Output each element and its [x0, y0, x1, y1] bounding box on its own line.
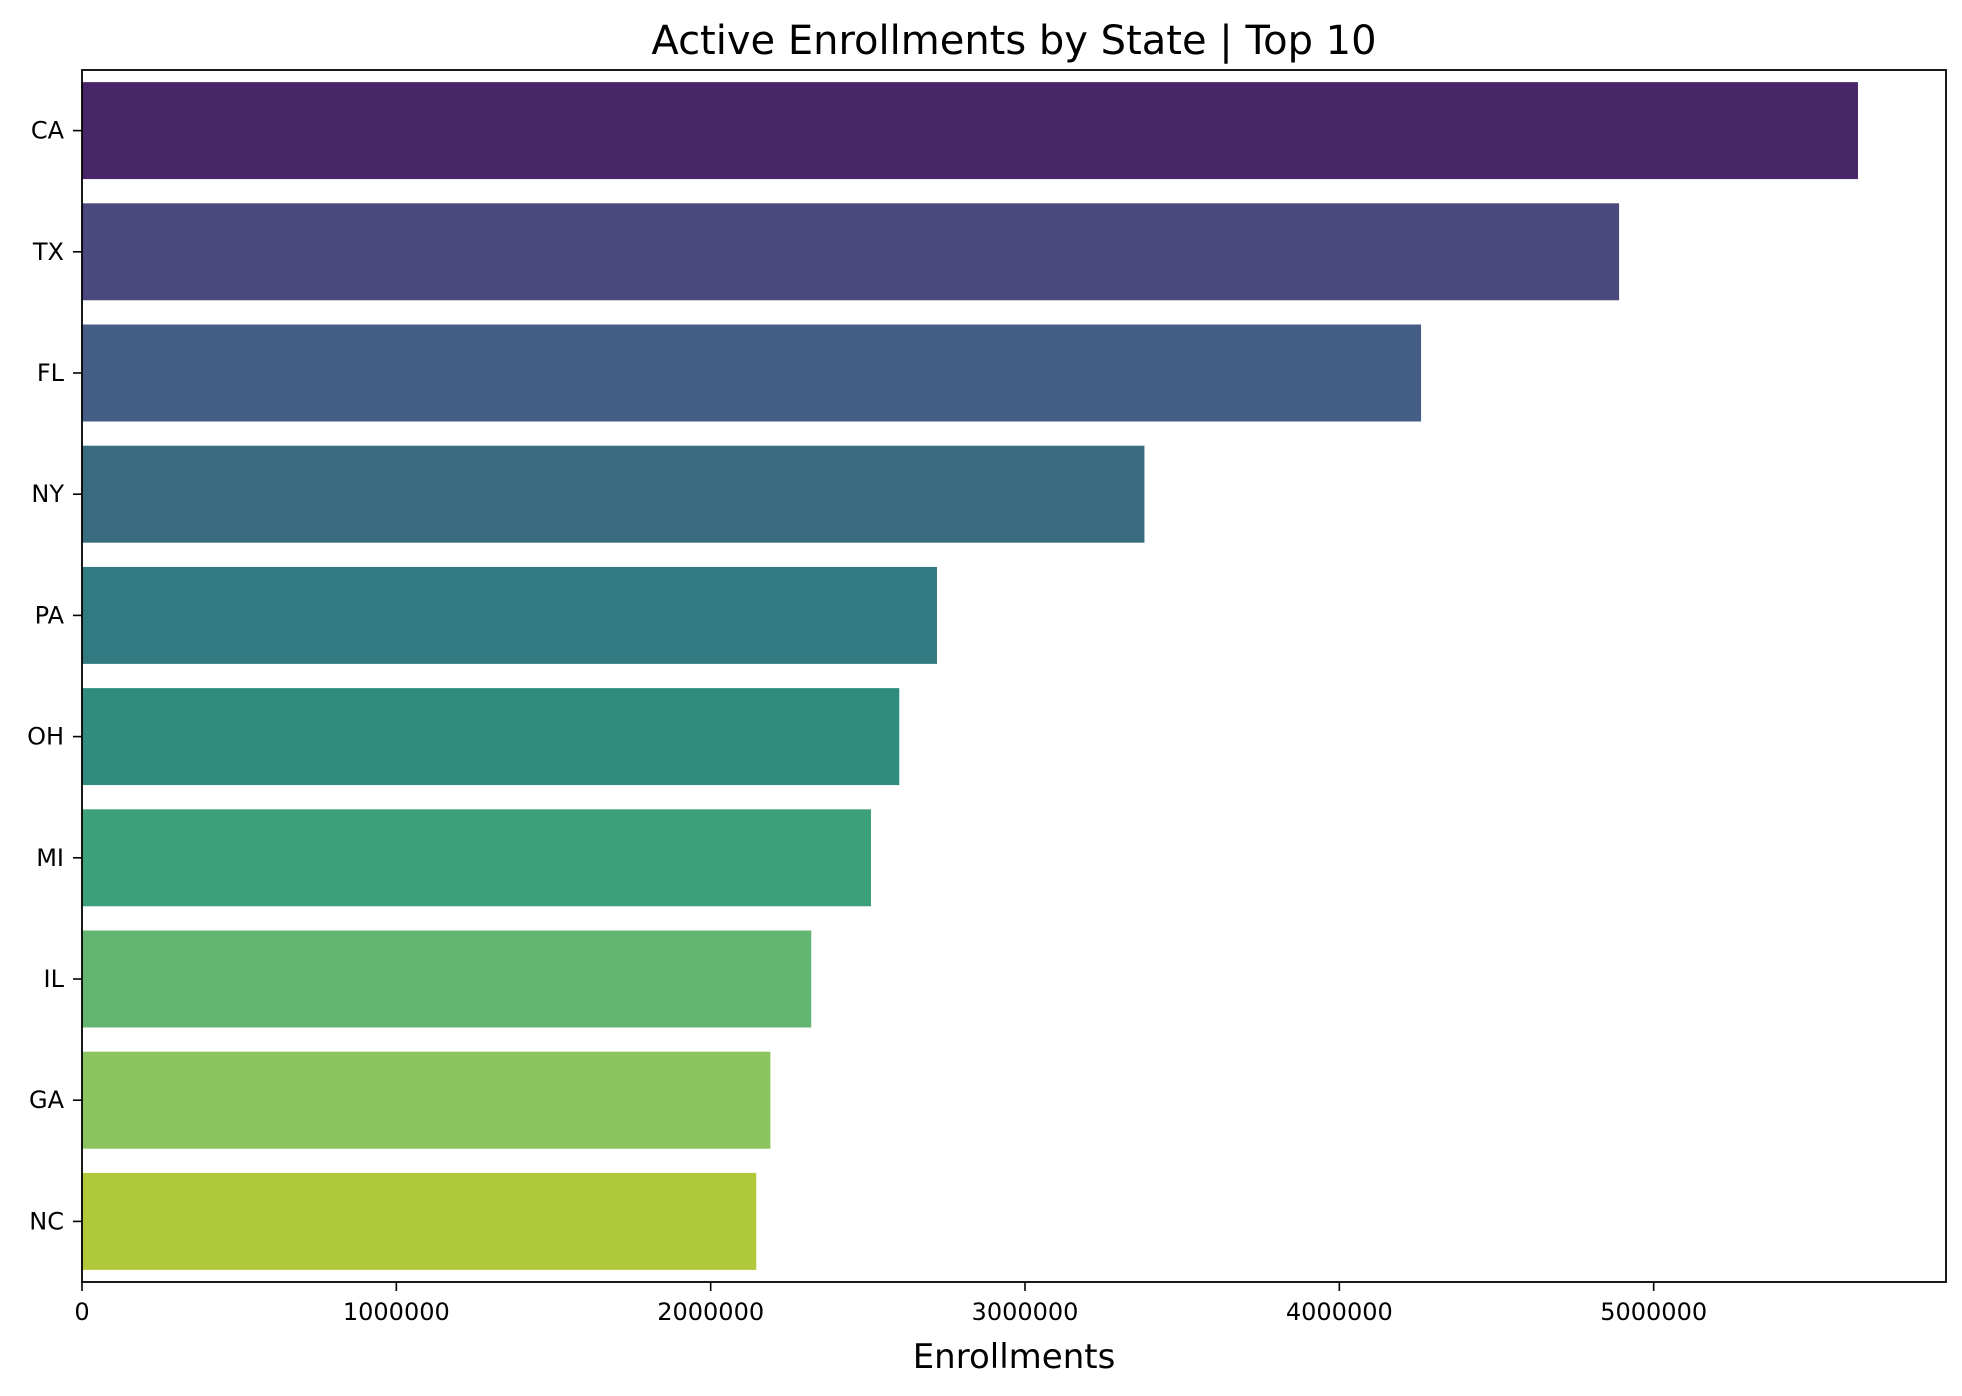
- y-tick-label-ca: CA: [31, 117, 65, 145]
- x-tick-label-5: 5000000: [1600, 1298, 1707, 1326]
- bar-fl: [82, 324, 1422, 422]
- y-tick-label-fl: FL: [37, 359, 65, 387]
- bar-oh: [82, 688, 900, 786]
- bar-nc: [82, 1172, 757, 1270]
- x-axis: 0 1000000 2000000 3000000 4000000 5000000: [74, 1282, 1707, 1326]
- bar-ca: [82, 82, 1858, 180]
- bar-il: [82, 930, 812, 1028]
- x-tick-label-0: 0: [74, 1298, 89, 1326]
- x-axis-label: Enrollments: [913, 1337, 1116, 1377]
- bar-tx: [82, 203, 1620, 301]
- y-tick-label-mi: MI: [36, 844, 64, 872]
- x-tick-label-2: 2000000: [657, 1298, 764, 1326]
- y-tick-label-ny: NY: [31, 480, 64, 508]
- x-tick-label-3: 3000000: [972, 1298, 1079, 1326]
- bars-group: [82, 82, 1858, 1270]
- y-tick-label-oh: OH: [27, 723, 64, 751]
- y-tick-label-nc: NC: [29, 1207, 64, 1235]
- chart-title: Active Enrollments by State | Top 10: [651, 18, 1376, 64]
- x-tick-label-1: 1000000: [343, 1298, 450, 1326]
- y-tick-label-pa: PA: [35, 601, 65, 629]
- y-tick-label-ga: GA: [29, 1086, 65, 1114]
- plot-frame: [81, 69, 1947, 1283]
- bar-pa: [82, 566, 937, 664]
- y-tick-label-il: IL: [44, 965, 65, 993]
- y-tick-label-tx: TX: [32, 238, 64, 266]
- y-axis: CA TX FL NY PA OH MI IL GA NC: [27, 117, 82, 1235]
- bar-ny: [82, 445, 1145, 543]
- x-tick-label-4: 4000000: [1286, 1298, 1393, 1326]
- bar-mi: [82, 809, 871, 907]
- bar-ga: [82, 1051, 771, 1149]
